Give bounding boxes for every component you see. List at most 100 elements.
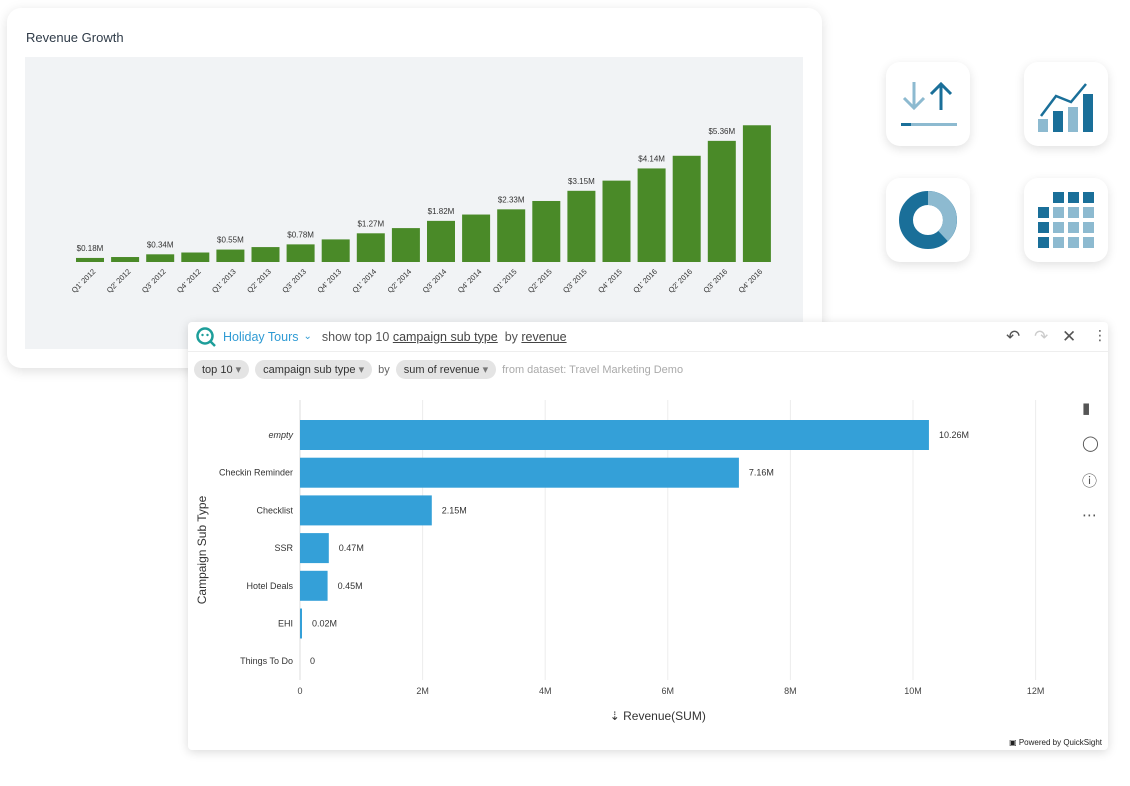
info-icon[interactable]: ⓘ <box>1082 473 1098 490</box>
topic-selector[interactable]: Holiday Tours <box>223 329 299 344</box>
y-tick-label: SSR <box>274 543 293 553</box>
data-label: $0.55M <box>217 236 244 245</box>
x-tick-label: Q2' 2013 <box>245 267 273 295</box>
tile-upload-download[interactable] <box>886 62 970 146</box>
y-tick-label: Checklist <box>256 505 293 515</box>
x-tick-label: Q1' 2014 <box>350 267 378 295</box>
bar <box>286 244 315 262</box>
bar <box>300 608 302 639</box>
chevron-down-icon[interactable]: ⌄ <box>303 331 312 342</box>
bar <box>742 125 771 263</box>
bar <box>532 200 561 262</box>
x-tick-label: Q2' 2014 <box>386 267 414 295</box>
powered-by: ▣ Powered by QuickSight <box>1009 738 1102 747</box>
x-tick-label: 6M <box>662 686 675 696</box>
bar <box>181 252 210 262</box>
y-tick-label: Things To Do <box>240 656 293 666</box>
chip-field[interactable]: campaign sub type <box>255 360 373 379</box>
chip-top[interactable]: top 10 <box>194 360 250 379</box>
y-axis-title: Campaign Sub Type <box>195 495 209 604</box>
bar <box>251 247 280 262</box>
chart-type-icon[interactable]: ▮​ <box>1082 400 1091 417</box>
x-tick-label: 0 <box>297 686 302 696</box>
x-tick-label: Q4' 2015 <box>596 267 624 295</box>
grid-cell <box>1053 207 1064 218</box>
x-tick-label: 4M <box>539 686 552 696</box>
y-tick-label: EHI <box>278 619 293 629</box>
dataset-label: from dataset: Travel Marketing Demo <box>502 363 684 376</box>
grid-cell <box>1038 237 1049 248</box>
grid-cell <box>1038 222 1049 233</box>
data-label: $5.36M <box>708 127 735 136</box>
x-tick-label: Q1' 2016 <box>631 267 659 295</box>
bar-line-chart-icon <box>1038 83 1093 132</box>
data-label: 0.47M <box>339 543 364 553</box>
x-tick-label: Q3' 2014 <box>421 267 449 295</box>
data-label: 0 <box>310 656 315 666</box>
redo-icon[interactable]: ↷ <box>1034 327 1049 346</box>
data-label: $1.27M <box>357 219 384 228</box>
lightbulb-icon[interactable]: ◯ <box>1082 435 1099 452</box>
x-tick-label: Q2' 2016 <box>666 267 694 295</box>
quicksight-q-panel: Holiday Tours ⌄ show top 10 campaign sub… <box>188 322 1108 750</box>
x-tick-label: Q3' 2012 <box>140 267 168 295</box>
x-tick-label: Q3' 2015 <box>561 267 589 295</box>
campaign-revenue-chart: 0 2M 4M 6M 8M 10M 12M 10.26M empty 7.16M Checkin R… <box>188 322 1108 750</box>
chip-measure[interactable]: sum of revenue <box>395 360 497 379</box>
q-logo-icon <box>196 326 216 347</box>
close-icon[interactable]: ✕ <box>1062 327 1077 346</box>
bar <box>602 180 631 262</box>
bar <box>391 228 420 262</box>
grid-cell <box>1038 207 1049 218</box>
data-label: 0.45M <box>338 581 363 591</box>
bar <box>146 254 175 262</box>
x-tick-label: Q2' 2012 <box>105 267 133 295</box>
bar <box>356 233 385 262</box>
data-label: $0.34M <box>147 240 174 249</box>
bar <box>300 570 328 601</box>
chip-by: by <box>378 363 390 376</box>
revenue-growth-card: Revenue Growth $0.18M Q1' 2012 Q2' 2012 $0.… <box>7 8 822 368</box>
bar <box>216 249 245 262</box>
x-tick-label: Q1' 2012 <box>70 267 98 295</box>
y-tick-label: empty <box>268 430 293 440</box>
x-tick-label: Q4' 2012 <box>175 267 203 295</box>
heatmap-grid-icon <box>1038 192 1094 248</box>
bar <box>427 220 455 262</box>
x-tick-label: Q2' 2015 <box>526 267 554 295</box>
bar <box>707 140 736 262</box>
bar <box>672 155 701 262</box>
q-header: Holiday Tours ⌄ show top 10 campaign sub… <box>188 322 1108 352</box>
q-measure[interactable]: revenue <box>521 329 567 344</box>
question-input[interactable]: show top 10 campaign sub type by revenue <box>322 330 567 344</box>
q-by: by <box>504 329 518 344</box>
grid-cell <box>1053 222 1064 233</box>
tile-bar-line-chart[interactable] <box>1024 62 1108 146</box>
x-tick-label: Q4' 2014 <box>456 267 484 295</box>
data-label: $2.33M <box>498 195 525 204</box>
bar <box>567 190 596 262</box>
grid-cell <box>1068 192 1079 203</box>
y-tick-label: Checkin Reminder <box>219 468 293 478</box>
data-label: $0.78M <box>287 230 314 239</box>
data-label: $3.15M <box>568 177 595 186</box>
grid-cell <box>1083 222 1094 233</box>
bar <box>300 495 432 526</box>
tile-donut-chart[interactable] <box>886 178 970 262</box>
q-field[interactable]: campaign sub type <box>392 329 498 344</box>
card-title: Revenue Growth <box>26 30 124 45</box>
donut-chart-icon <box>899 191 957 249</box>
x-axis-title: ⇣ Revenue(SUM) <box>610 709 706 723</box>
x-tick-label: Q1' 2013 <box>210 267 238 295</box>
more-horizontal-icon[interactable]: ⋯ <box>1082 507 1097 524</box>
grid-cell <box>1068 207 1079 218</box>
x-tick-label: Q1' 2015 <box>491 267 519 295</box>
tile-heatmap-grid[interactable] <box>1024 178 1108 262</box>
undo-icon[interactable]: ↶ <box>1006 327 1021 346</box>
bar <box>637 168 666 262</box>
more-vertical-icon[interactable]: ⋮ <box>1093 327 1107 343</box>
data-label: $4.14M <box>638 154 665 163</box>
y-tick-label: Hotel Deals <box>246 581 293 591</box>
revenue-growth-chart: $0.18M Q1' 2012 Q2' 2012 $0.34M Q3' 2012 Q4' … <box>25 57 803 349</box>
bar <box>111 257 140 262</box>
